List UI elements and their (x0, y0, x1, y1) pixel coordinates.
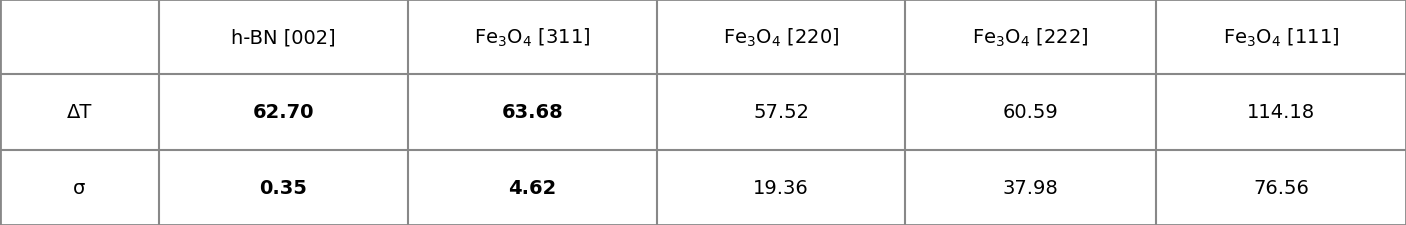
Text: 0.35: 0.35 (259, 178, 308, 197)
Text: 76.56: 76.56 (1253, 178, 1309, 197)
Text: σ: σ (73, 178, 86, 197)
Text: Fe$_3$O$_4$ [311]: Fe$_3$O$_4$ [311] (474, 26, 591, 49)
Text: 19.36: 19.36 (754, 178, 808, 197)
Text: 114.18: 114.18 (1247, 103, 1315, 122)
Text: 60.59: 60.59 (1002, 103, 1059, 122)
Text: Fe$_3$O$_4$ [111]: Fe$_3$O$_4$ [111] (1223, 26, 1339, 49)
Text: Fe$_3$O$_4$ [220]: Fe$_3$O$_4$ [220] (723, 26, 839, 49)
Text: 37.98: 37.98 (1002, 178, 1059, 197)
Text: ΔT: ΔT (66, 103, 93, 122)
Text: Fe$_3$O$_4$ [222]: Fe$_3$O$_4$ [222] (973, 26, 1088, 49)
Text: h-BN [002]: h-BN [002] (231, 28, 336, 47)
Text: 4.62: 4.62 (508, 178, 557, 197)
Text: 63.68: 63.68 (502, 103, 562, 122)
Text: 62.70: 62.70 (253, 103, 314, 122)
Text: 57.52: 57.52 (754, 103, 808, 122)
